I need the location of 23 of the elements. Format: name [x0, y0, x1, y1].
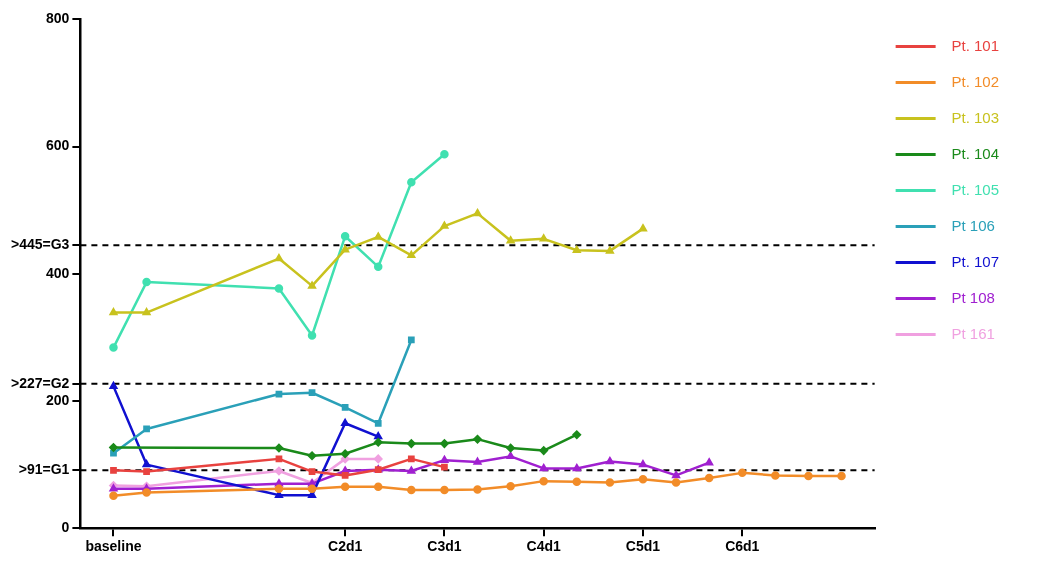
- y-tick-label: >91=G1: [18, 461, 70, 478]
- x-tick-label: C4d1: [526, 538, 562, 555]
- legend-label: Pt. 102: [943, 72, 1000, 90]
- legend-label: Pt. 103: [943, 108, 1000, 126]
- y-tick-label: >445=G3: [11, 236, 70, 253]
- y-tick-label: 800: [46, 10, 70, 27]
- x-tick-label: baseline: [85, 538, 142, 555]
- legend-label: Pt 106: [943, 216, 995, 234]
- x-tick-label: C6d1: [725, 538, 760, 555]
- legend-label: Pt. 104: [943, 144, 1000, 162]
- y-tick-label: 600: [46, 137, 70, 154]
- legend-label: Pt 161: [943, 324, 995, 342]
- legend-label: Pt 108: [943, 288, 995, 306]
- x-tick-label: C5d1: [625, 538, 661, 555]
- x-tick-label: C2d1: [328, 538, 363, 555]
- legend-label: Pt. 107: [943, 252, 1000, 270]
- y-tick-label: 200: [46, 391, 70, 408]
- y-tick-label: 400: [46, 264, 70, 281]
- x-tick-label: C3d1: [427, 538, 462, 555]
- y-tick-label: >227=G2: [11, 374, 70, 391]
- legend-label: Pt. 101: [943, 36, 1000, 54]
- y-tick-label: 0: [61, 519, 70, 536]
- legend-label: Pt. 105: [943, 180, 1000, 198]
